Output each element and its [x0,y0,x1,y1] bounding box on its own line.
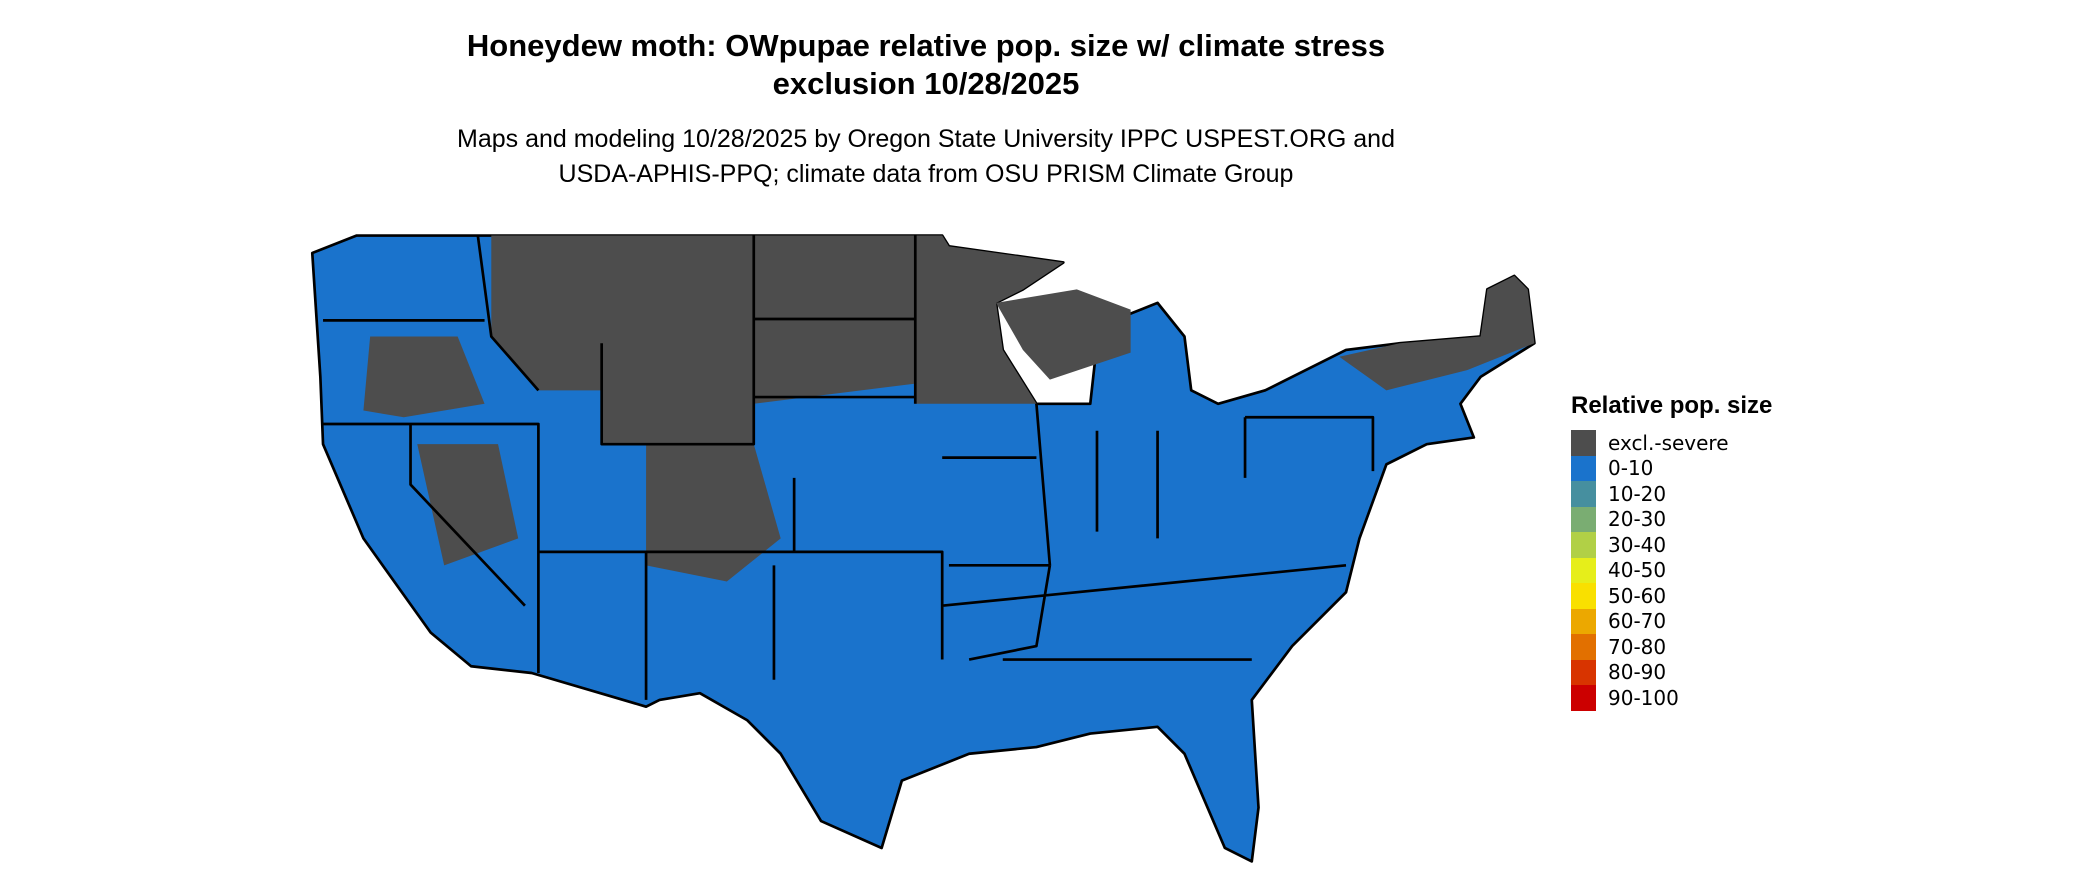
title-line-1: Honeydew moth: OWpupae relative pop. siz… [466,28,1386,63]
legend-swatch [1571,455,1596,481]
excluded-idaho-oregon [363,336,485,418]
legend-item: 60-70 [1571,608,1772,634]
legend-swatch [1571,608,1596,634]
legend-item: 40-50 [1571,557,1772,583]
excluded-great-basin [417,444,519,566]
legend-item: 20-30 [1571,506,1772,532]
legend-swatch [1571,532,1596,558]
state-borders [323,235,1375,700]
legend-item: 70-80 [1571,634,1772,660]
legend-title: Relative pop. size [1571,392,1773,419]
map-subtitle: Maps and modeling 10/28/2025 by Oregon S… [0,122,1852,192]
legend-label: 70-80 [1608,634,1667,659]
legend-item: 90-100 [1571,685,1772,711]
title-line-2: exclusion 10/28/2025 [772,66,1080,101]
legend-swatch [1571,506,1596,532]
legend-label: excl.-severe [1608,430,1729,455]
legend-swatch [1571,557,1596,583]
legend-swatch [1571,634,1596,660]
legend-swatch [1571,685,1596,711]
legend-item: 80-90 [1571,659,1772,685]
legend-label: 10-20 [1608,481,1667,506]
legend-label: 20-30 [1608,507,1667,532]
excluded-regions [363,235,1535,582]
excluded-michigan [996,289,1131,380]
excluded-colorado [646,444,781,582]
legend-label: 40-50 [1608,558,1667,583]
map-title: Honeydew moth: OWpupae relative pop. siz… [0,27,1852,103]
subtitle-line-1: Maps and modeling 10/28/2025 by Oregon S… [457,125,1395,153]
legend-swatch [1571,481,1596,507]
legend-label: 0-10 [1608,456,1654,481]
legend-label: 30-40 [1608,532,1667,557]
excluded-north-central [491,235,1064,445]
legend-label: 60-70 [1608,609,1667,634]
legend-label: 90-100 [1608,685,1679,710]
legend-swatch [1571,430,1596,456]
legend-item: 30-40 [1571,532,1772,558]
excluded-new-england [1339,275,1535,391]
legend-item: 10-20 [1571,481,1772,507]
legend-item: excl.-severe [1571,430,1772,456]
legend-label: 50-60 [1608,583,1667,608]
legend-item: 0-10 [1571,455,1772,481]
legend-swatch [1571,583,1596,609]
subtitle-line-2: USDA-APHIS-PPQ; climate data from OSU PR… [558,160,1294,188]
legend-swatch [1571,659,1596,685]
legend-item: 50-60 [1571,583,1772,609]
legend-label: 80-90 [1608,660,1667,685]
legend: Relative pop. size excl.-severe 0-10 10-20… [1571,392,1772,711]
